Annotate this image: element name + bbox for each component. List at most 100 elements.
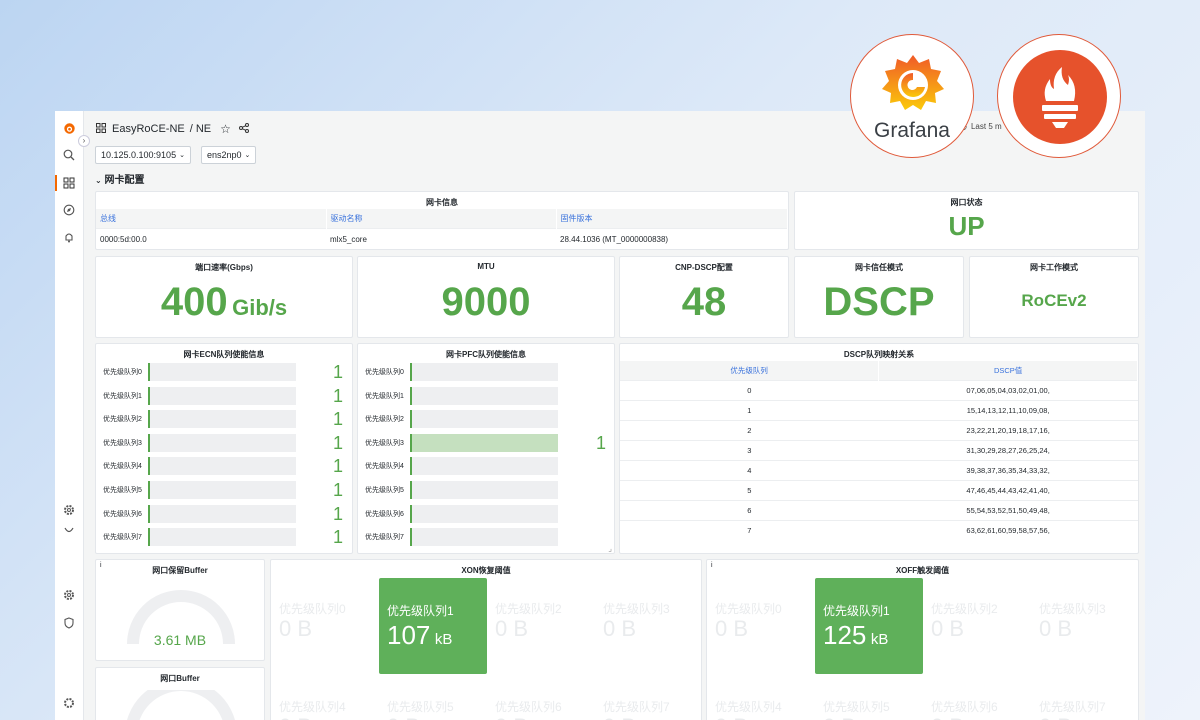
port-state-panel: 网口状态 UP	[794, 191, 1139, 250]
search-icon[interactable]	[62, 148, 76, 162]
table-cell: 28.44.1036 (MT_0000000838)	[556, 228, 788, 249]
mtu-panel: MTU 9000	[357, 256, 615, 338]
ghost-label: 优先级队列2	[931, 602, 998, 616]
alerting-bell-icon[interactable]	[62, 230, 76, 244]
bar-label: 优先级队列0	[103, 369, 142, 376]
trust-mode-value: DSCP	[823, 280, 935, 324]
bar-track	[410, 433, 558, 452]
grafana-logo: Grafana	[850, 34, 974, 158]
bar-label: 优先级队列5	[103, 486, 142, 494]
panel-title: 网卡信任模式	[855, 263, 903, 272]
panel-title: XOFF触发阈值	[895, 566, 950, 575]
pfc-panel: 网卡PFC队列使能信息 优先级队列0 优先级队列1 优先级队列2 优先级队列3 1 优先级…	[357, 343, 615, 554]
info-icon[interactable]: i	[100, 562, 102, 569]
ghost-label: 优先级队列3	[603, 602, 670, 616]
bar-value: 1	[596, 432, 607, 453]
table-cell: 39,38,37,36,35,34,33,32,	[878, 460, 1138, 481]
table-cell: 1	[620, 400, 879, 421]
config-gear-icon[interactable]	[62, 588, 76, 602]
table-row: 5 47,46,45,44,43,42,41,40,	[620, 480, 1138, 501]
table-cell: 0000:5d:00.0	[96, 228, 326, 249]
ghost-label: 优先级队列7	[603, 700, 670, 714]
table-row: 7 63,62,61,60,59,58,57,56,	[620, 520, 1138, 541]
bar-label: 优先级队列7	[365, 534, 404, 542]
settings-gear-icon[interactable]	[62, 503, 76, 517]
device-select-value: ens2np0	[206, 150, 242, 160]
reserved-buffer-value: 3.61 MB	[153, 632, 207, 648]
grafana-logo-icon[interactable]	[62, 121, 76, 135]
ghost-value: 0 B	[931, 714, 964, 720]
panel-title: 网卡信息	[426, 198, 458, 207]
column-header-driver[interactable]: 驱动名称	[326, 209, 557, 229]
bar-label: 优先级队列6	[365, 510, 404, 518]
instance-select[interactable]: 10.125.0.100:9105 ⌄	[95, 146, 191, 164]
xon-highlight-card: 优先级队列1 107 kB	[379, 578, 487, 674]
device-select[interactable]: ens2np0 ⌄	[200, 146, 257, 164]
chevron-down-icon: ⌄	[179, 152, 185, 159]
bar-label: 优先级队列4	[365, 463, 404, 471]
plugin-icon[interactable]	[62, 523, 76, 537]
bar-label: 优先级队列2	[103, 416, 142, 424]
bar-row: 优先级队列0 1	[96, 361, 352, 385]
dashboard-grid-icon	[96, 122, 106, 136]
active-indicator	[55, 175, 57, 191]
explore-icon[interactable]	[62, 203, 76, 217]
shield-icon[interactable]	[62, 616, 76, 630]
row-header[interactable]: ⌄ 网卡配置	[95, 171, 144, 186]
cnp-dscp-panel: CNP-DSCP配置 48	[619, 256, 789, 338]
bar-track	[410, 528, 558, 547]
column-header-dscp[interactable]: DSCP值	[878, 361, 1138, 381]
bar-track	[410, 386, 558, 405]
nic-info-table: 总线 驱动名称 固件版本 0000:5d:00.0 mlx5_core 28.44.10…	[96, 209, 788, 249]
bar-track	[148, 410, 296, 429]
bar-track	[148, 386, 296, 405]
bar-track	[148, 363, 296, 381]
star-icon[interactable]: ☆	[220, 122, 231, 136]
mtu-value: 9000	[441, 280, 531, 324]
resize-handle-icon[interactable]: ⌟	[608, 544, 612, 553]
column-header-bus[interactable]: 总线	[96, 209, 327, 229]
help-gear-icon[interactable]	[62, 696, 76, 710]
info-icon[interactable]: i	[711, 562, 713, 569]
table-row: 0 07,06,05,04,03,02,01,00,	[620, 380, 1138, 401]
table-row: 6 55,54,53,52,51,50,49,48,	[620, 500, 1138, 521]
sidebar-collapse-chevron-icon[interactable]: ›	[78, 135, 90, 147]
column-header-firmware[interactable]: 固件版本	[556, 209, 788, 229]
panel-title: DSCP队列映射关系	[843, 350, 915, 359]
ghost-label: 优先级队列5	[823, 700, 890, 714]
bar-value: 1	[333, 409, 344, 430]
breadcrumb-folder[interactable]: / NE	[189, 123, 212, 135]
prometheus-logo	[997, 34, 1121, 158]
bar-track	[148, 480, 296, 499]
column-header-queue[interactable]: 优先级队列	[620, 361, 880, 381]
row-collapse-chevron-icon: ⌄	[95, 176, 102, 185]
xoff-highlight-unit: kB	[870, 631, 889, 648]
ghost-value: 0 B	[495, 616, 529, 641]
panel-title: 网口保留Buffer	[152, 566, 208, 575]
bar-value: 1	[333, 527, 344, 548]
ecn-panel: 网卡ECN队列使能信息 优先级队列0 1 优先级队列1 1 优先级队列2 1 优先级队列3 1…	[95, 343, 353, 554]
breadcrumb-dashboard[interactable]: EasyRoCE-NE	[112, 123, 185, 135]
bar-row: 优先级队列1	[358, 385, 614, 409]
share-icon[interactable]	[238, 122, 249, 136]
bar-value: 1	[333, 432, 344, 453]
bar-track	[148, 504, 296, 523]
ghost-label: 优先级队列2	[495, 602, 562, 616]
nic-info-panel: 网卡信息 总线 驱动名称 固件版本 0000:5d:00.0 mlx5_core 28.…	[95, 191, 789, 250]
table-cell: 2	[620, 420, 879, 441]
ghost-label: 优先级队列0	[715, 602, 782, 616]
ghost-value: 0 B	[279, 616, 313, 641]
bar-label: 优先级队列4	[103, 463, 142, 471]
cnp-dscp-value: 48	[681, 280, 727, 324]
work-mode-value: RoCEv2	[1021, 291, 1087, 310]
xon-highlight-label: 优先级队列1	[387, 604, 454, 618]
panel-title: 网口状态	[950, 198, 983, 207]
table-row: 3 31,30,29,28,27,26,25,24,	[620, 440, 1138, 461]
bar-row: 优先级队列2	[358, 408, 614, 432]
port-state-value: UP	[948, 211, 985, 241]
dashboards-icon[interactable]	[62, 176, 76, 190]
table-cell: 7	[620, 520, 879, 541]
bar-label: 优先级队列7	[103, 534, 142, 542]
panel-title: 网卡PFC队列使能信息	[446, 350, 526, 359]
gauge-track	[127, 590, 235, 645]
